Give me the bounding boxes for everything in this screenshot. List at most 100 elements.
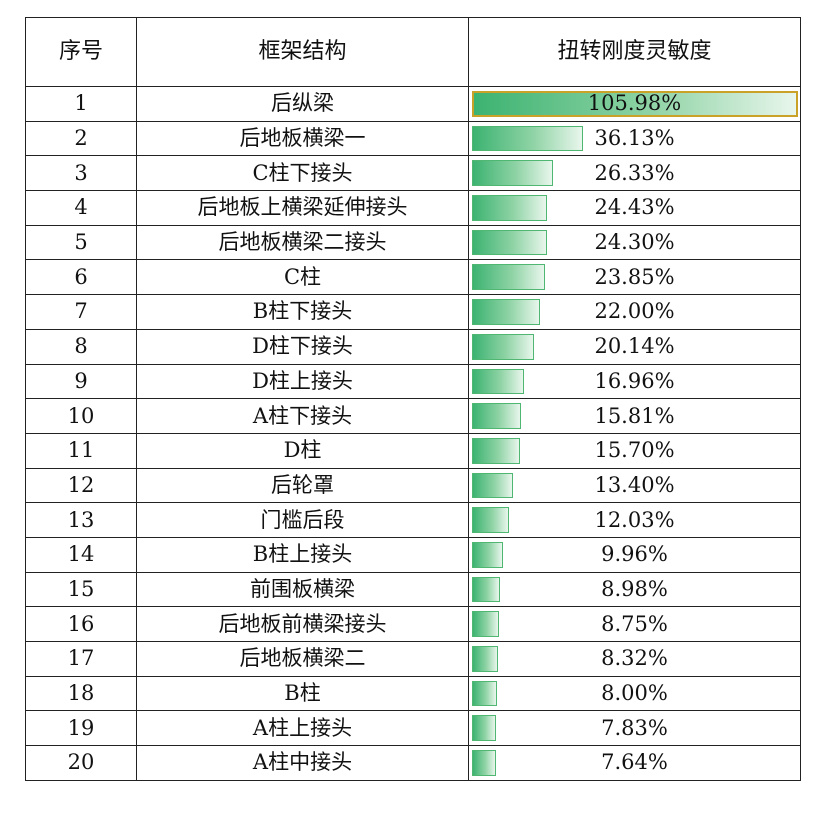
row-structure-name: B柱下接头	[136, 294, 469, 330]
table-row: 20 A柱中接头 7.64%	[25, 745, 801, 781]
header-structure: 框架结构	[136, 17, 469, 87]
row-sensitivity-cell: 36.13%	[468, 120, 801, 157]
table-row: 3 C柱下接头 26.33%	[25, 155, 801, 192]
header-index: 序号	[25, 17, 137, 87]
data-bar	[472, 472, 514, 499]
row-index: 17	[25, 641, 137, 677]
row-index: 13	[25, 502, 137, 538]
row-sensitivity-value: 26.33%	[594, 160, 675, 185]
row-structure-name: C柱下接头	[136, 155, 469, 192]
row-sensitivity-value: 15.81%	[594, 403, 675, 428]
row-index: 5	[25, 224, 137, 261]
table-row: 15 前围板横梁 8.98%	[25, 571, 801, 608]
row-index: 10	[25, 398, 137, 434]
row-sensitivity-cell: 12.03%	[468, 502, 801, 538]
row-sensitivity-value: 24.43%	[594, 195, 675, 220]
row-sensitivity-cell: 24.30%	[468, 224, 801, 261]
row-sensitivity-value: 8.98%	[601, 576, 668, 601]
table-row: 8 D柱下接头 20.14%	[25, 328, 801, 365]
data-bar	[472, 333, 534, 360]
row-index: 16	[25, 606, 137, 642]
table-row: 10 A柱下接头 15.81%	[25, 398, 801, 434]
table-row: 13 门槛后段 12.03%	[25, 502, 801, 538]
table-row: 1 后纵梁 105.98%	[25, 86, 801, 122]
table-row: 17 后地板横梁二 8.32%	[25, 641, 801, 677]
row-sensitivity-cell: 24.43%	[468, 190, 801, 226]
row-structure-name: 门槛后段	[136, 502, 469, 538]
data-bar	[472, 229, 547, 256]
row-index: 19	[25, 710, 137, 747]
row-sensitivity-value: 24.30%	[594, 230, 675, 255]
row-structure-name: D柱上接头	[136, 363, 469, 400]
data-bar	[472, 264, 546, 291]
row-index: 4	[25, 190, 137, 226]
row-index: 15	[25, 571, 137, 608]
row-sensitivity-cell: 13.40%	[468, 467, 801, 504]
table-row: 5 后地板横梁二接头 24.30%	[25, 224, 801, 261]
table-row: 12 后轮罩 13.40%	[25, 467, 801, 504]
row-sensitivity-value: 15.70%	[594, 438, 675, 463]
table-body: 1 后纵梁 105.98% 2 后地板横梁一 36.13% 3 C柱下接头 26.33% 4 后地板…	[25, 86, 801, 781]
row-structure-name: 后地板横梁一	[136, 120, 469, 157]
row-sensitivity-cell: 20.14%	[468, 328, 801, 365]
data-bar	[472, 715, 497, 742]
table-row: 9 D柱上接头 16.96%	[25, 363, 801, 400]
row-sensitivity-value: 8.00%	[601, 681, 668, 706]
row-structure-name: A柱下接头	[136, 398, 469, 434]
data-bar	[472, 125, 584, 152]
row-structure-name: C柱	[136, 259, 469, 296]
row-index: 6	[25, 259, 137, 296]
row-sensitivity-value: 13.40%	[594, 472, 675, 497]
row-structure-name: B柱	[136, 675, 469, 712]
table-row: 7 B柱下接头 22.00%	[25, 294, 801, 330]
row-index: 3	[25, 155, 137, 192]
row-structure-name: 前围板横梁	[136, 571, 469, 608]
row-sensitivity-value: 36.13%	[594, 126, 675, 151]
row-index: 14	[25, 536, 137, 573]
row-sensitivity-cell: 8.00%	[468, 675, 801, 712]
row-sensitivity-value: 8.32%	[601, 646, 668, 671]
table-row: 6 C柱 23.85%	[25, 259, 801, 296]
row-index: 1	[25, 86, 137, 122]
data-bar	[472, 299, 540, 325]
row-structure-name: A柱上接头	[136, 710, 469, 747]
row-sensitivity-cell: 26.33%	[468, 155, 801, 192]
row-sensitivity-cell: 7.83%	[468, 710, 801, 747]
row-sensitivity-value: 7.64%	[601, 750, 668, 775]
row-sensitivity-value: 23.85%	[594, 264, 675, 289]
row-structure-name: 后地板横梁二	[136, 641, 469, 677]
row-sensitivity-cell: 8.98%	[468, 571, 801, 608]
data-bar	[472, 611, 499, 637]
row-structure-name: D柱	[136, 432, 469, 469]
row-index: 8	[25, 328, 137, 365]
row-sensitivity-cell: 15.81%	[468, 398, 801, 434]
row-sensitivity-cell: 23.85%	[468, 259, 801, 296]
row-structure-name: 后纵梁	[136, 86, 469, 122]
data-bar	[472, 541, 503, 568]
row-sensitivity-value: 9.96%	[601, 542, 668, 567]
row-sensitivity-cell: 105.98%	[468, 86, 801, 122]
table-row: 16 后地板前横梁接头 8.75%	[25, 606, 801, 642]
data-bar	[472, 750, 496, 776]
row-structure-name: 后地板上横梁延伸接头	[136, 190, 469, 226]
table-row: 18 B柱 8.00%	[25, 675, 801, 712]
table-row: 4 后地板上横梁延伸接头 24.43%	[25, 190, 801, 226]
row-sensitivity-cell: 22.00%	[468, 294, 801, 330]
row-sensitivity-value: 20.14%	[594, 334, 675, 359]
row-index: 2	[25, 120, 137, 157]
row-structure-name: A柱中接头	[136, 745, 469, 781]
table-row: 2 后地板横梁一 36.13%	[25, 120, 801, 157]
header-sensitivity: 扭转刚度灵敏度	[468, 17, 801, 87]
row-sensitivity-value: 12.03%	[594, 507, 675, 532]
data-bar	[472, 680, 497, 707]
data-bar	[472, 368, 525, 395]
table-row: 14 B柱上接头 9.96%	[25, 536, 801, 573]
data-bar	[472, 91, 798, 117]
row-sensitivity-cell: 7.64%	[468, 745, 801, 781]
data-bar	[472, 403, 521, 429]
row-structure-name: 后地板横梁二接头	[136, 224, 469, 261]
row-index: 20	[25, 745, 137, 781]
row-sensitivity-value: 105.98%	[587, 91, 682, 116]
data-bar	[472, 646, 498, 672]
data-bar	[472, 576, 500, 603]
